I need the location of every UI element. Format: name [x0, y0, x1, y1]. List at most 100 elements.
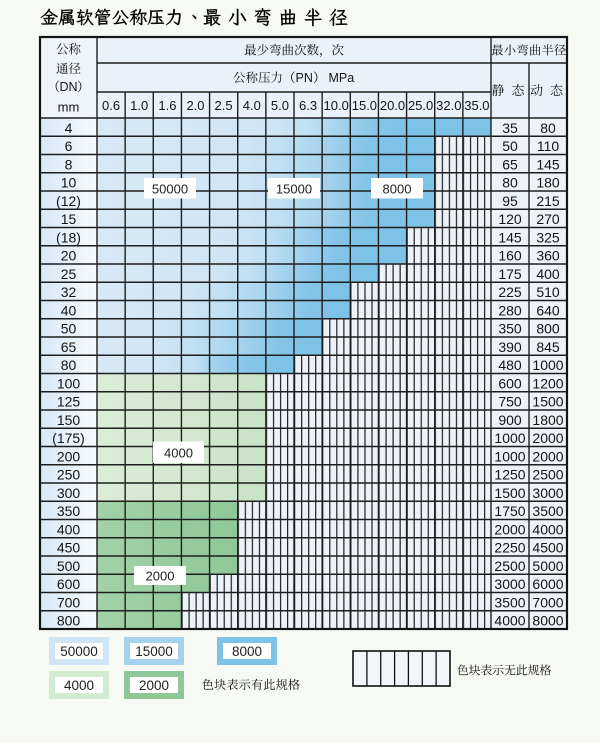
svg-text:450: 450: [57, 540, 81, 556]
svg-text:(175): (175): [52, 430, 85, 446]
svg-text:325: 325: [536, 229, 560, 245]
svg-text:3500: 3500: [494, 594, 525, 610]
svg-text:15000: 15000: [135, 644, 173, 659]
svg-text:1500: 1500: [532, 394, 563, 410]
svg-text:1800: 1800: [532, 412, 563, 428]
svg-text:250: 250: [57, 467, 81, 483]
svg-text:2250: 2250: [494, 540, 525, 556]
svg-text:2500: 2500: [494, 558, 525, 574]
svg-text:7000: 7000: [532, 594, 563, 610]
svg-text:600: 600: [498, 375, 522, 391]
svg-text:40: 40: [61, 302, 77, 318]
svg-text:1500: 1500: [494, 485, 525, 501]
svg-text:400: 400: [536, 266, 560, 282]
svg-text:400: 400: [57, 521, 81, 537]
svg-text:(18): (18): [56, 229, 81, 245]
svg-text:mm: mm: [58, 100, 80, 115]
svg-text:80: 80: [540, 120, 556, 136]
svg-text:4500: 4500: [532, 540, 563, 556]
svg-text:DN: DN: [59, 80, 77, 94]
svg-text:95: 95: [502, 193, 518, 209]
svg-text:2000: 2000: [532, 448, 563, 464]
svg-text:845: 845: [536, 339, 560, 355]
svg-text:800: 800: [57, 613, 81, 629]
svg-text:175: 175: [498, 266, 522, 282]
svg-text:4000: 4000: [64, 678, 94, 693]
svg-text:3000: 3000: [494, 576, 525, 592]
svg-text:1250: 1250: [494, 467, 525, 483]
svg-text:4000: 4000: [532, 521, 563, 537]
svg-text:15.0: 15.0: [352, 98, 377, 113]
svg-text:0.6: 0.6: [102, 98, 120, 113]
svg-text:15: 15: [61, 211, 77, 227]
svg-text:120: 120: [498, 211, 522, 227]
svg-text:110: 110: [537, 138, 560, 154]
svg-text:150: 150: [57, 412, 81, 428]
svg-text:6: 6: [65, 138, 73, 154]
svg-text:8: 8: [65, 156, 73, 172]
svg-text:2000: 2000: [146, 569, 175, 584]
svg-text:2.0: 2.0: [186, 98, 204, 113]
svg-text:160: 160: [498, 248, 522, 264]
svg-text:200: 200: [57, 448, 81, 464]
svg-text:10: 10: [61, 175, 77, 191]
svg-text:510: 510: [536, 284, 560, 300]
svg-text:5.0: 5.0: [271, 98, 289, 113]
svg-text:8000: 8000: [232, 644, 262, 659]
svg-text:3500: 3500: [532, 503, 563, 519]
svg-text:2000: 2000: [532, 430, 563, 446]
svg-text:1000: 1000: [494, 430, 525, 446]
svg-text:1.6: 1.6: [158, 98, 176, 113]
svg-text:300: 300: [57, 485, 81, 501]
svg-text:225: 225: [498, 284, 522, 300]
svg-text:2000: 2000: [139, 678, 169, 693]
svg-text:1000: 1000: [532, 357, 563, 373]
svg-text:15000: 15000: [276, 181, 312, 196]
svg-text:MPa: MPa: [329, 71, 355, 85]
svg-text:4.0: 4.0: [243, 98, 261, 113]
svg-text:50: 50: [502, 138, 518, 154]
svg-text:50: 50: [61, 321, 77, 337]
svg-text:350: 350: [57, 503, 81, 519]
svg-text:25: 25: [61, 266, 77, 282]
svg-text:700: 700: [57, 594, 81, 610]
svg-text:145: 145: [498, 229, 522, 245]
svg-text:180: 180: [536, 175, 560, 191]
svg-text:215: 215: [536, 193, 560, 209]
svg-text:6.3: 6.3: [299, 98, 317, 113]
svg-text:2.5: 2.5: [215, 98, 233, 113]
svg-text:35: 35: [502, 120, 518, 136]
svg-text:125: 125: [57, 394, 81, 410]
svg-text:PN: PN: [296, 71, 313, 85]
svg-text:80: 80: [61, 357, 77, 373]
svg-text:390: 390: [498, 339, 522, 355]
svg-text:20.0: 20.0: [380, 98, 405, 113]
svg-text:6000: 6000: [532, 576, 563, 592]
svg-text:280: 280: [498, 302, 522, 318]
svg-text:65: 65: [61, 339, 77, 355]
svg-text:500: 500: [57, 558, 81, 574]
svg-text:900: 900: [498, 412, 522, 428]
svg-text:10.0: 10.0: [324, 98, 349, 113]
svg-text:640: 640: [536, 302, 560, 318]
svg-text:4000: 4000: [164, 445, 193, 460]
svg-text:750: 750: [498, 394, 522, 410]
svg-text:1.0: 1.0: [130, 98, 148, 113]
svg-text:8000: 8000: [383, 181, 412, 196]
svg-text:50000: 50000: [60, 644, 98, 659]
svg-text:1750: 1750: [494, 503, 525, 519]
svg-text:3000: 3000: [532, 485, 563, 501]
svg-text:100: 100: [57, 375, 81, 391]
svg-text:1200: 1200: [532, 375, 563, 391]
svg-text:2500: 2500: [532, 467, 563, 483]
svg-text:25.0: 25.0: [408, 98, 433, 113]
svg-text:32.0: 32.0: [436, 98, 461, 113]
svg-text:360: 360: [536, 248, 560, 264]
svg-text:8000: 8000: [532, 613, 563, 629]
svg-text:20: 20: [61, 248, 77, 264]
svg-text:4000: 4000: [494, 613, 525, 629]
svg-text:2000: 2000: [494, 521, 525, 537]
svg-text:32: 32: [61, 284, 77, 300]
svg-text:80: 80: [502, 175, 518, 191]
svg-text:65: 65: [502, 156, 518, 172]
